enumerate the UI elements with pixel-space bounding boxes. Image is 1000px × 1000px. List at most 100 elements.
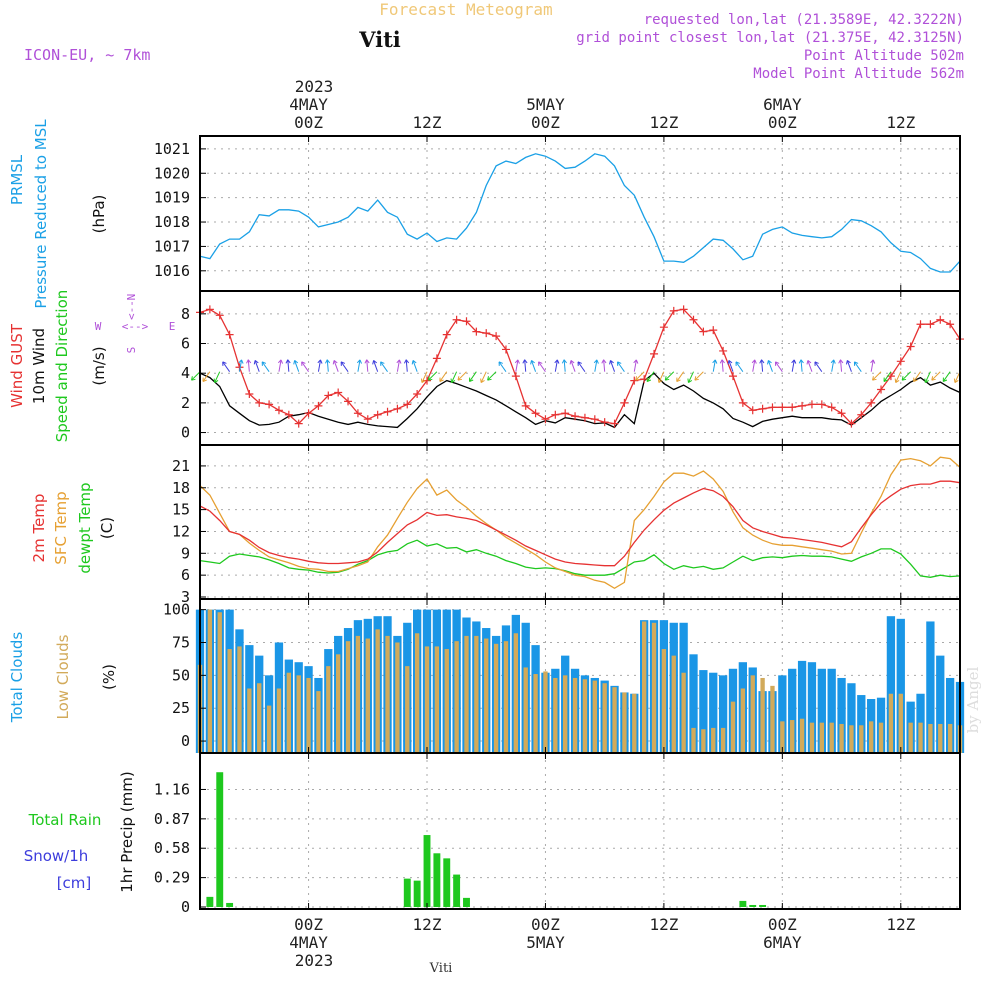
wind-direction-arrow (317, 359, 322, 372)
y-tick-label: 18 (172, 479, 190, 497)
rain-bar (453, 874, 461, 907)
y-tick-label: 4 (181, 364, 190, 382)
wind-direction-arrow (646, 371, 655, 382)
wind-direction-arrow (854, 361, 862, 372)
low-cloud-bar (227, 649, 232, 753)
wind-direction-arrowhead (356, 359, 362, 364)
wind-direction-arrowhead (601, 359, 607, 364)
low-cloud-bar (257, 683, 262, 753)
tsfc-label: SFC Temp (52, 491, 70, 564)
compass-arrow-vertical: <-- (125, 300, 138, 320)
wind-direction-arrowhead (554, 359, 560, 364)
bottom-date-label: 6MAY (763, 933, 802, 952)
wind-direction-arrow (840, 359, 843, 372)
total-cloud-bar (689, 654, 698, 753)
compass-north: N (125, 294, 138, 301)
wind-direction-arrow (913, 371, 921, 382)
wind-direction-arrowhead (845, 360, 851, 365)
gust-marker (590, 415, 599, 424)
low-cloud-bar (454, 641, 459, 753)
gust-marker (659, 323, 668, 332)
wind-direction-arrowhead (694, 376, 699, 381)
wind-direction-arrowhead (872, 376, 877, 381)
total-cloud-bar (709, 672, 718, 753)
rain-bar (226, 902, 234, 907)
wind-direction-arrowhead (646, 377, 652, 383)
low-cloud-bar (671, 655, 676, 753)
wind-direction-arrow (831, 359, 835, 372)
low-cloud-bar (355, 635, 361, 753)
low-cloud-bar (434, 646, 440, 753)
wind-direction-arrow (457, 371, 467, 381)
low-cloud-bar (395, 642, 400, 753)
top-date-label: 6MAY (763, 95, 802, 114)
wind-direction-arrowhead (487, 376, 492, 381)
low-cloud-bar (266, 705, 272, 753)
wind-direction-arrow (846, 360, 852, 372)
wind-direction-arrowhead (853, 361, 859, 366)
marks-layer (191, 153, 965, 907)
wind-direction-arrowhead (317, 359, 323, 364)
wind-direction-arrowhead (687, 378, 693, 384)
low-cloud-bar (563, 675, 568, 753)
gust-marker (610, 419, 619, 428)
low-cloud-bar (947, 723, 953, 753)
y-tick-label: 25 (172, 699, 190, 717)
wind-direction-arrow (728, 360, 734, 372)
wind-direction-arrow (301, 361, 309, 372)
low-cloud-bar (760, 677, 765, 753)
product-title: Forecast Meteogram (379, 0, 552, 19)
wind-direction-arrowhead (403, 359, 410, 364)
gust-marker (877, 385, 886, 394)
y-tick-label: 100 (163, 601, 190, 619)
gust-marker (837, 409, 846, 418)
wind-direction-arrowhead (727, 360, 733, 365)
panel-frame (199, 135, 961, 292)
top-time-tick-label: 12Z (886, 113, 915, 132)
wind-direction-arrow (412, 360, 418, 372)
wind-direction-arrow (428, 371, 438, 381)
frames-layer: 1016 1017 1018 1019 1020 1021 0 2 4 6 8 3 6 9 12 15 18 21… (154, 135, 961, 916)
rain-bar (749, 904, 757, 907)
wind-direction-arrow (687, 371, 694, 383)
grid-layer (200, 136, 960, 909)
gust-marker (284, 410, 293, 419)
wind-direction-arrow (895, 371, 902, 383)
compass-arrow-horizontal: <--> (122, 320, 149, 333)
low-cloud-bar (276, 688, 282, 753)
wind-direction-arrowhead (942, 377, 948, 383)
low-cloud-bar (217, 612, 222, 753)
low-cloud-bar (740, 688, 746, 753)
credit-watermark: by Angel (964, 666, 982, 733)
wind-direction-arrowhead (814, 361, 819, 366)
total-cloud-bar (886, 616, 896, 753)
bottom-year-label: 2023 (295, 951, 334, 970)
gust-marker (580, 413, 589, 422)
top-time-tick-label: 00Z (531, 113, 560, 132)
wind-direction-arrow (202, 371, 211, 382)
wind-direction-arrow (635, 371, 645, 381)
wind-direction-arrowhead (340, 361, 346, 366)
gust-line (199, 308, 961, 425)
snow-unit: [cm] (57, 874, 92, 892)
compass-south: S (125, 347, 138, 354)
compass-west: W (95, 320, 102, 333)
wind-direction-arrowhead (261, 361, 267, 366)
wind-direction-arrow (287, 359, 290, 372)
rain-bar (433, 853, 441, 907)
total-cloud-bar (896, 618, 905, 753)
total-cloud-bar (945, 677, 955, 753)
wind-direction-arrowhead (735, 361, 740, 366)
y-tick-label: 0.87 (154, 810, 190, 828)
low-cloud-bar (296, 675, 301, 753)
wind-direction-arrowhead (285, 359, 291, 364)
gust-marker (521, 401, 530, 410)
gust-marker (719, 346, 728, 355)
wind-direction-arrowhead (883, 377, 888, 383)
low-cloud-bar (720, 727, 726, 753)
wind-direction-arrowhead (870, 359, 876, 364)
gust-marker (857, 410, 866, 419)
low-cloud-bar (405, 666, 410, 753)
rain-bar (739, 900, 747, 907)
wind-direction-arrow (214, 371, 221, 383)
